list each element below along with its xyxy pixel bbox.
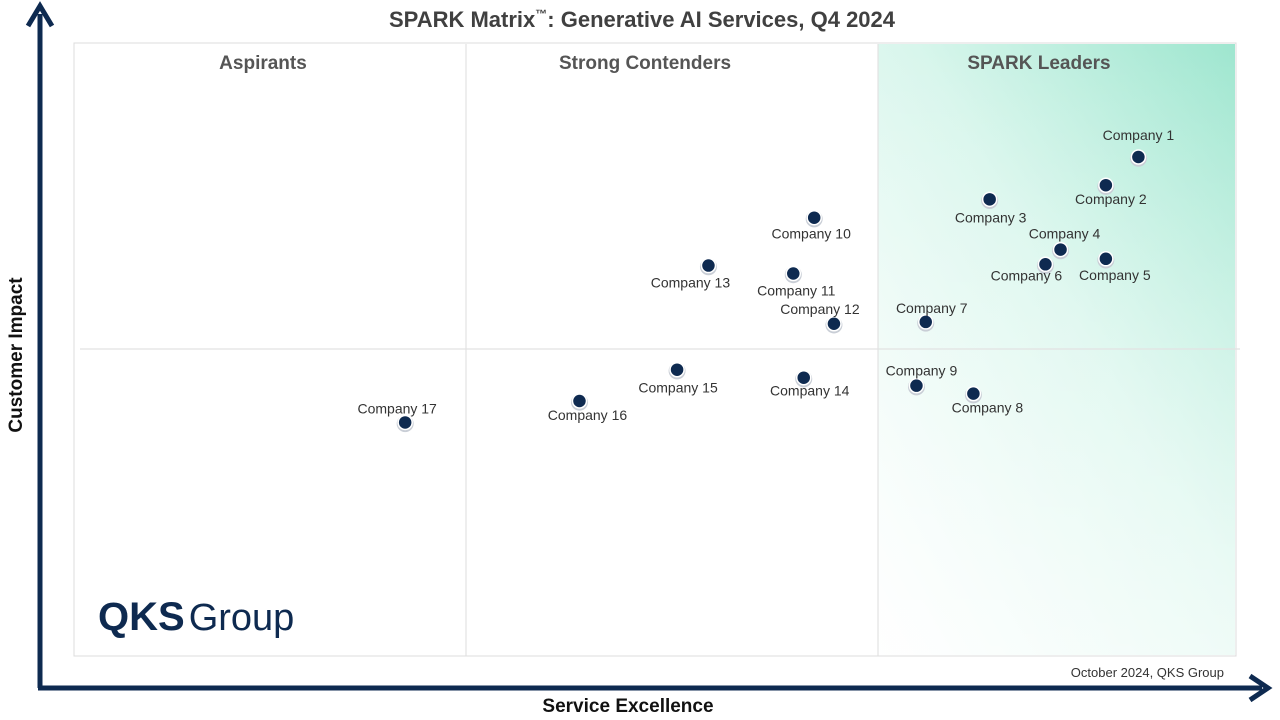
point-label-company-11: Company 11 [757, 282, 836, 298]
point-label-company-3: Company 3 [955, 209, 1027, 225]
point-company-1[interactable] [1130, 149, 1147, 165]
quadrant-label-spark-leaders: SPARK Leaders [967, 53, 1110, 74]
point-company-2[interactable] [1098, 177, 1114, 193]
point-label-company-13: Company 13 [651, 275, 731, 291]
point-label-company-5: Company 5 [1079, 267, 1151, 283]
point-label-company-15: Company 15 [638, 380, 718, 396]
point-company-5[interactable] [1098, 251, 1114, 267]
x-axis-label: Service Excellence [542, 696, 713, 717]
point-label-company-12: Company 12 [780, 301, 860, 317]
point-label-company-4: Company 4 [1029, 226, 1101, 242]
point-label-company-14: Company 14 [770, 383, 850, 399]
point-company-10[interactable] [806, 209, 822, 226]
point-label-company-8: Company 8 [952, 400, 1024, 416]
point-label-company-9: Company 9 [886, 363, 958, 379]
qks-group-logo: QKS Group [98, 595, 294, 639]
point-label-company-6: Company 6 [991, 267, 1063, 283]
y-axis-label: Customer Impact [6, 277, 27, 433]
point-label-company-17: Company 17 [357, 400, 437, 416]
quadrant-label-aspirants: Aspirants [219, 53, 307, 74]
point-company-15[interactable] [669, 361, 685, 378]
point-company-11[interactable] [785, 265, 802, 282]
point-company-4[interactable] [1052, 241, 1069, 258]
point-label-company-7: Company 7 [896, 300, 968, 316]
quadrant-label-strong-contenders: Strong Contenders [559, 53, 731, 74]
point-company-9[interactable] [908, 377, 925, 394]
point-company-12[interactable] [826, 316, 842, 332]
point-company-13[interactable] [700, 257, 717, 274]
point-company-7[interactable] [917, 314, 934, 330]
point-company-14[interactable] [795, 369, 812, 386]
x-axis-arrow [1248, 673, 1273, 703]
source-note: October 2024, QKS Group [1071, 665, 1224, 680]
point-label-company-1: Company 1 [1103, 127, 1175, 143]
point-label-company-2: Company 2 [1075, 191, 1147, 207]
point-company-3[interactable] [981, 191, 998, 208]
point-company-16[interactable] [571, 393, 588, 409]
chart-title: SPARK Matrix™: Generative AI Services, Q… [389, 7, 896, 32]
point-company-6[interactable] [1037, 256, 1054, 273]
point-company-8[interactable] [965, 385, 982, 402]
point-company-17[interactable] [397, 414, 413, 431]
y-axis-arrow [25, 1, 55, 28]
point-label-company-10: Company 10 [771, 226, 851, 242]
point-label-company-16: Company 16 [548, 407, 628, 423]
